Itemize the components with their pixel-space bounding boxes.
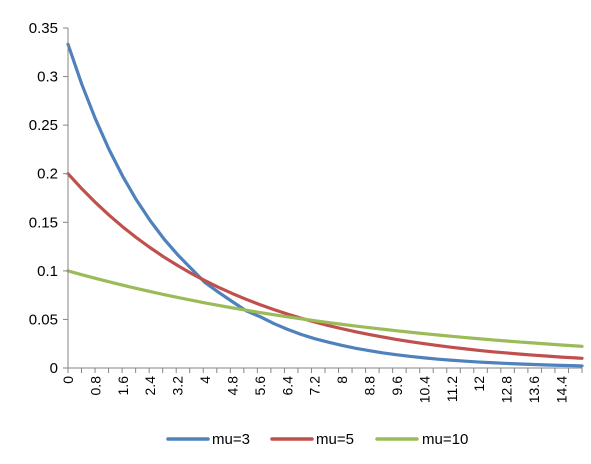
x-tick-label: 4.8 bbox=[224, 376, 240, 396]
series-line-mu-10 bbox=[66, 269, 584, 348]
legend-label: mu=5 bbox=[316, 431, 354, 448]
x-tick-label: 6.4 bbox=[279, 376, 295, 396]
x-tick-labels: 0 0.8 1.6 2.4 3.2 4 4.8 5.6 6.4 7.2 8 8.8 9.6 10.4 11.… bbox=[60, 376, 569, 403]
series-line-mu-5 bbox=[66, 172, 584, 360]
legend-label: mu=10 bbox=[422, 431, 468, 448]
x-tick-label: 10.4 bbox=[416, 376, 432, 403]
x-tick-label: 0.8 bbox=[87, 376, 103, 396]
series-line-mu-3 bbox=[66, 42, 584, 368]
x-tick-label: 3.2 bbox=[170, 376, 186, 396]
x-tick-label: 8 bbox=[334, 376, 350, 384]
x-tick-label: 11.2 bbox=[444, 376, 460, 402]
y-tick-label: 0.05 bbox=[29, 311, 58, 328]
x-tick-label: 8.8 bbox=[362, 376, 378, 396]
x-tick-label: 9.6 bbox=[389, 376, 405, 396]
legend[interactable]: mu=3 mu=5 mu=10 bbox=[166, 431, 468, 448]
y-tick-label: 0.3 bbox=[37, 69, 58, 86]
legend-item[interactable]: mu=10 bbox=[375, 431, 468, 448]
y-tick-label: 0.35 bbox=[29, 20, 58, 37]
y-tick-label: 0.1 bbox=[37, 263, 58, 280]
x-tick-label: 0 bbox=[60, 376, 76, 384]
x-tick-label: 5.6 bbox=[252, 376, 268, 396]
x-tick-label: 13.6 bbox=[526, 376, 542, 403]
x-tick-label: 12 bbox=[471, 376, 487, 392]
x-tick-label: 14.4 bbox=[553, 376, 569, 403]
y-tick-label: 0 bbox=[50, 360, 58, 377]
x-tick-label: 7.2 bbox=[307, 376, 323, 396]
x-tick-label: 4 bbox=[197, 376, 213, 384]
legend-label: mu=3 bbox=[212, 431, 250, 448]
axes-layer bbox=[63, 27, 583, 373]
legend-item[interactable]: mu=3 bbox=[166, 431, 250, 448]
x-tick-label: 2.4 bbox=[142, 376, 158, 396]
legend-item[interactable]: mu=5 bbox=[270, 431, 354, 448]
x-tick-label: 1.6 bbox=[115, 376, 131, 396]
y-tick-label: 0.25 bbox=[29, 117, 58, 134]
y-tick-labels: 0 0.05 0.1 0.15 0.2 0.25 0.3 0.35 bbox=[29, 20, 58, 377]
series-layer bbox=[66, 42, 584, 368]
y-tick-label: 0.2 bbox=[37, 166, 58, 183]
x-tick-label: 12.8 bbox=[499, 376, 515, 403]
y-tick-label: 0.15 bbox=[29, 214, 58, 231]
